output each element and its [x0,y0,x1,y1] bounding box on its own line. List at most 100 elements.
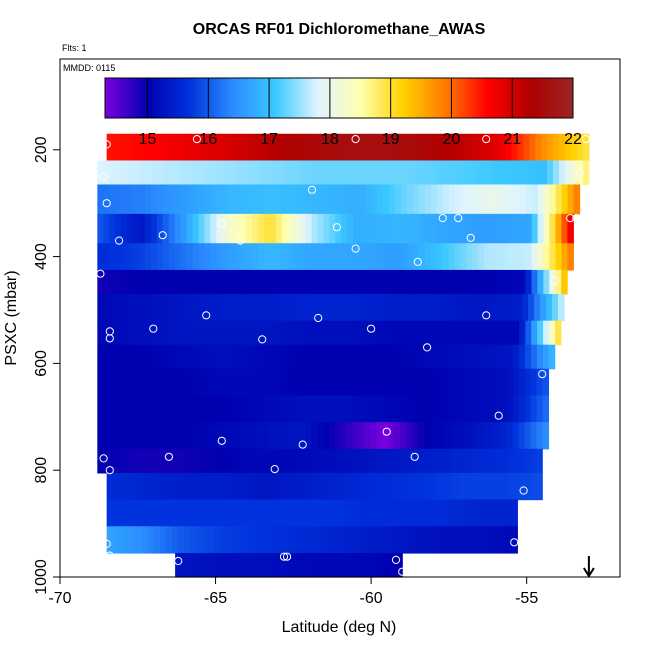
heatmap-cell [535,133,542,162]
heatmap-cell [453,448,460,474]
heatmap-cell [305,320,312,346]
heatmap-cell [285,133,292,162]
heatmap-cell [406,320,413,346]
heatmap-cell [196,472,203,501]
heatmap-cell [540,160,548,186]
colorbar-swatch [558,78,562,118]
heatmap-cell [537,320,544,346]
heatmap-cell [227,395,235,423]
heatmap-cell [157,160,164,186]
heatmap-cell [459,422,466,450]
heatmap-cell [270,293,278,322]
colorbar-swatch [377,78,381,118]
heatmap-cell [460,243,467,271]
heatmap-cell [519,243,527,271]
heatmap-cell [511,499,518,527]
heatmap-cell [379,160,386,186]
heatmap-cell [210,184,217,215]
heatmap-cell [136,526,143,554]
heatmap-cell [305,368,312,397]
heatmap-cell [281,320,289,346]
heatmap-cell [222,552,230,578]
heatmap-cell [234,243,241,271]
colorbar-swatch [350,78,355,118]
sample-point [298,440,307,449]
heatmap-cell [567,213,574,244]
colorbar-swatch [546,78,551,118]
heatmap-cell [454,213,461,244]
heatmap-cell [446,133,453,162]
heatmap-cell [259,160,266,186]
heatmap-cell [403,160,410,186]
heatmap-cell [237,526,245,554]
heatmap-cell [350,499,358,527]
heatmap-cell [323,184,331,215]
heatmap-cell [192,184,200,215]
heatmap-cell [273,499,280,527]
heatmap-cell [303,526,310,554]
heatmap-cell [316,368,324,397]
heatmap-cell [370,344,378,370]
colorbar-swatch [312,78,317,118]
heatmap-cell [576,160,584,186]
heatmap-cell [366,293,374,322]
colorbar-swatch [189,78,194,118]
heatmap-cell [279,133,286,162]
heatmap-cell [454,184,462,215]
heatmap-cell [204,243,211,271]
heatmap-cell [174,448,181,474]
sample-point [99,454,108,463]
heatmap-cell [428,526,435,554]
colorbar-swatch [505,78,510,118]
heatmap-cell [263,448,270,474]
heatmap-cell [249,526,257,554]
heatmap-cell [109,395,116,423]
heatmap-cell [424,243,432,271]
heatmap-cell [345,472,352,501]
heatmap-cell [429,422,437,450]
heatmap-cell [459,395,466,423]
heatmap-cell [552,293,559,322]
heatmap-cell [441,422,449,450]
heatmap-cell [353,184,360,215]
heatmap-cell [109,368,116,397]
heatmap-cell [257,269,265,295]
heatmap-cell [335,269,342,295]
sample-point [258,335,267,344]
heatmap-cell [528,160,536,186]
heatmap-cell [287,184,295,215]
heatmap-cell [181,293,188,322]
heatmap-cell [178,526,185,554]
heatmap-cell [355,160,362,186]
heatmap-cell [537,213,545,244]
heatmap-cell [234,320,241,346]
heatmap-cell [231,133,239,162]
colorbar-swatch [298,78,302,118]
heatmap-cell [180,368,187,397]
heatmap-cell [112,133,120,162]
heatmap-cell [400,344,407,370]
colorbar-swatch [403,78,407,118]
heatmap-cell [344,499,352,527]
chart-title: ORCAS RF01 Dichloromethane_AWAS [193,21,486,38]
colorbar-swatch [374,78,378,118]
heatmap-cell [103,160,110,186]
heatmap-cell [168,184,176,215]
heatmap-cell [430,269,437,295]
heatmap-cell [334,368,342,397]
heatmap-cell [546,293,553,322]
heatmap-cell [424,184,432,215]
heatmap-cell [217,160,224,186]
heatmap-cell [390,293,398,322]
heatmap-cell [388,344,395,370]
heatmap-cell [124,133,132,162]
heatmap-cell [168,448,176,474]
heatmap-cell [121,213,128,244]
heatmap-cell [513,269,521,295]
heatmap-cell [347,184,354,215]
heatmap-cell [567,243,574,271]
colorbar-swatch [116,78,121,118]
heatmap-cell [394,344,401,370]
heatmap-cell [279,499,286,527]
heatmap-cell [127,395,134,423]
